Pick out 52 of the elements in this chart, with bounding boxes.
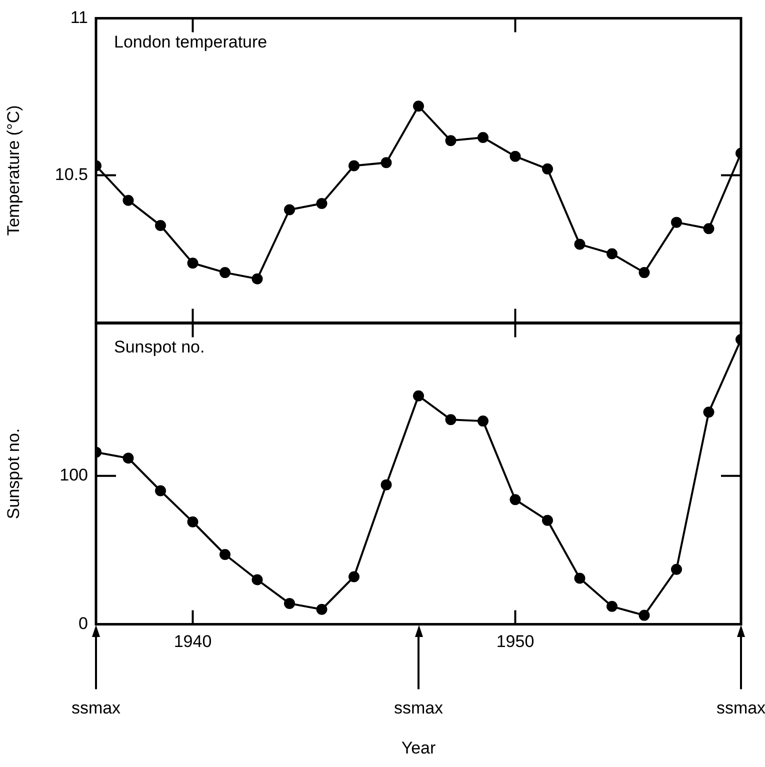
ref-line-label: ssmax xyxy=(716,698,765,718)
point xyxy=(574,238,586,250)
point xyxy=(252,273,263,284)
x-tick-label: 1940 xyxy=(174,632,212,652)
x-tick-label: 1950 xyxy=(496,632,534,652)
point xyxy=(220,267,230,278)
point xyxy=(380,157,392,168)
point xyxy=(445,135,456,146)
point xyxy=(348,160,360,172)
point xyxy=(316,604,328,615)
point xyxy=(187,258,198,269)
point xyxy=(542,163,553,174)
ref-line-label: ssmax xyxy=(71,698,122,718)
point xyxy=(413,390,424,402)
point xyxy=(510,494,521,506)
annotation: Sunspot no. xyxy=(114,337,205,356)
point xyxy=(413,100,424,112)
point xyxy=(606,600,618,612)
point xyxy=(252,574,263,586)
x-axis-title: Year xyxy=(401,738,436,758)
ref-line-label: ssmax xyxy=(394,698,444,718)
point xyxy=(316,198,328,209)
point xyxy=(348,571,360,582)
point xyxy=(380,479,392,490)
point xyxy=(638,267,650,278)
point xyxy=(155,485,166,496)
point xyxy=(187,516,198,528)
y-tick-label: 0 xyxy=(78,614,88,633)
point xyxy=(671,216,682,228)
point xyxy=(445,414,456,426)
y-axis-title: Sunspot no. xyxy=(4,428,23,520)
annotation: London temperature xyxy=(114,32,268,52)
point xyxy=(606,248,618,260)
y-axis-title: Temperature (°C) xyxy=(4,105,23,236)
point xyxy=(155,220,166,231)
point xyxy=(542,514,553,526)
point xyxy=(703,223,714,234)
point xyxy=(220,549,230,560)
point xyxy=(574,572,586,584)
y-tick-label: 100 xyxy=(60,466,88,485)
point xyxy=(478,416,488,427)
point xyxy=(703,406,714,418)
y-tick-label: 11 xyxy=(70,8,88,27)
point xyxy=(478,132,488,144)
point xyxy=(284,204,295,216)
point xyxy=(284,598,295,609)
point xyxy=(510,150,521,162)
point xyxy=(122,452,134,464)
point xyxy=(671,564,682,575)
point xyxy=(638,610,650,621)
y-tick-label: 10.5 xyxy=(54,164,88,184)
point xyxy=(122,194,134,206)
